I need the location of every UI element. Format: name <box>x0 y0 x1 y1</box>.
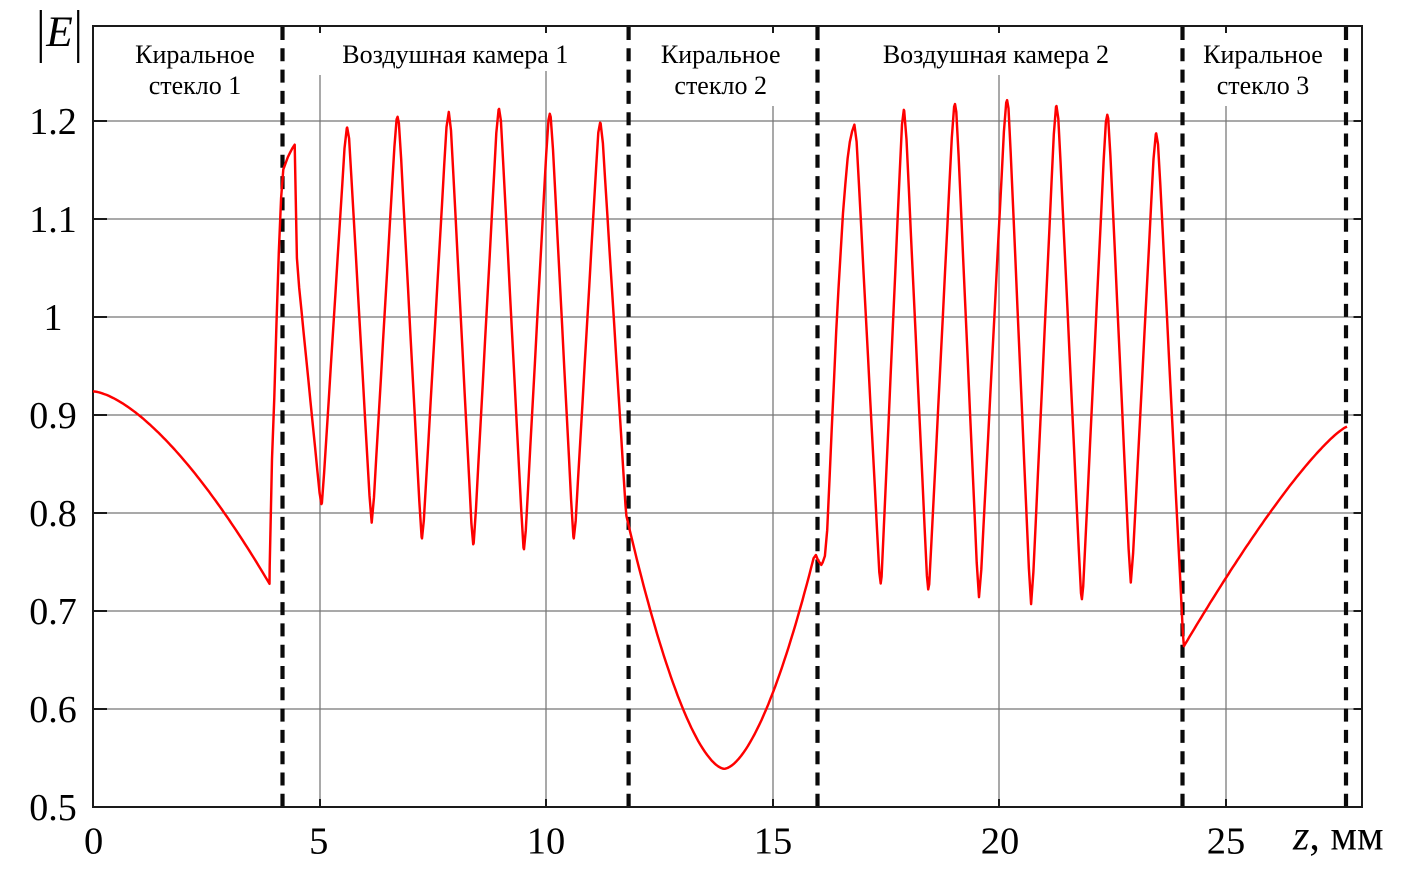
svg-text:Киральное: Киральное <box>1203 40 1323 69</box>
svg-text:E: E <box>45 8 73 56</box>
svg-text:1.2: 1.2 <box>29 101 77 143</box>
svg-text:Киральное: Киральное <box>135 40 255 69</box>
svg-text:0.7: 0.7 <box>29 591 77 633</box>
svg-text:0: 0 <box>84 821 103 863</box>
svg-text:стекло 2: стекло 2 <box>674 71 767 100</box>
svg-text:0.9: 0.9 <box>29 395 77 437</box>
svg-text:25: 25 <box>1207 821 1246 863</box>
svg-text:0.5: 0.5 <box>29 787 77 829</box>
svg-text:10: 10 <box>527 821 566 863</box>
svg-text:Киральное: Киральное <box>661 40 781 69</box>
svg-text:Воздушная камера 1: Воздушная камера 1 <box>342 40 568 69</box>
svg-text:20: 20 <box>981 821 1020 863</box>
svg-text:z, мм: z, мм <box>1292 813 1384 859</box>
svg-text:0.6: 0.6 <box>29 689 77 731</box>
svg-text:1: 1 <box>44 297 63 339</box>
svg-text:Воздушная камера 2: Воздушная камера 2 <box>883 40 1109 69</box>
svg-text:1.1: 1.1 <box>29 199 77 241</box>
svg-text:стекло 3: стекло 3 <box>1217 71 1310 100</box>
svg-text:15: 15 <box>754 821 793 863</box>
svg-text:0.8: 0.8 <box>29 493 77 535</box>
svg-text:стекло 1: стекло 1 <box>149 71 242 100</box>
svg-text:5: 5 <box>309 821 328 863</box>
